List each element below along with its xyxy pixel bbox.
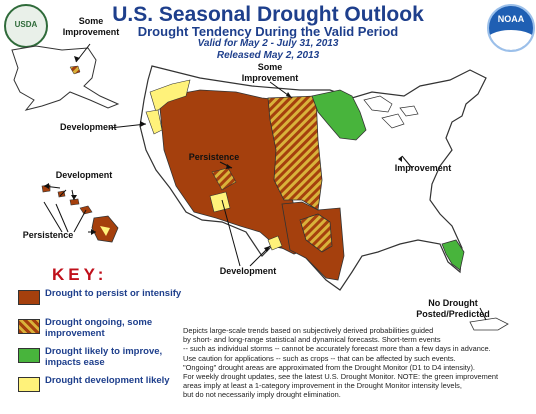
key-label-ongoing: Drought ongoing, some improvement <box>45 317 153 339</box>
noaa-logo: NOAA <box>487 4 535 52</box>
note-line: "Ongoing" drought areas are approximated… <box>183 362 475 372</box>
label-west-development: Development <box>60 122 117 132</box>
label-alaska-some-improvement: Some Improvement <box>62 16 120 37</box>
key-swatch-development <box>18 377 40 392</box>
valid-period: Valid for May 2 - July 31, 2013 <box>197 38 339 49</box>
note-line: For weekly drought updates, see the late… <box>183 372 499 382</box>
note-line: but do not necessarily imply drought eli… <box>183 390 341 400</box>
label-west-persistence: Persistence <box>188 152 240 162</box>
key-swatch-persist <box>18 290 40 305</box>
alaska-landmass <box>11 45 120 111</box>
key-item-ongoing: Drought ongoing, some improvement <box>18 317 193 343</box>
disclaimer-notes: Depicts large-scale trends based on subj… <box>183 326 535 400</box>
key-label-development: Drought development likely <box>45 375 170 386</box>
note-line: Depicts large-scale trends based on subj… <box>183 326 434 335</box>
key-item-improve: Drought likely to improve, impacts ease <box>18 346 193 372</box>
southwest-ongoing-improvement <box>211 167 237 191</box>
note-line: by short- and long-range statistical and… <box>183 335 441 345</box>
midwest-improvement <box>311 89 367 141</box>
release-date: Released May 2, 2013 <box>216 50 320 61</box>
map-title: U.S. Seasonal Drought Outlook <box>112 3 424 26</box>
key-label-improve: Drought likely to improve, impacts ease <box>45 346 163 368</box>
west-coast-development <box>145 109 163 135</box>
usda-logo: USDA <box>4 4 48 48</box>
map-subtitle: Drought Tendency During the Valid Period <box>137 24 399 39</box>
label-puerto-rico: No Drought Posted/Predicted <box>416 298 490 319</box>
southwest-development <box>209 191 231 213</box>
alaska-improvement-area <box>69 65 81 75</box>
key-title: KEY: <box>52 265 108 284</box>
note-line: areas imply at least a 1-category improv… <box>183 381 462 391</box>
southern-development <box>267 235 283 251</box>
note-line: Use caution for applications -- such as … <box>183 353 456 363</box>
arrow-heads <box>44 56 402 252</box>
label-south-development: Development <box>219 266 277 276</box>
key-swatch-ongoing <box>18 319 40 334</box>
key-label-persist: Drought to persist or intensify <box>45 288 182 299</box>
florida-improvement <box>441 239 465 271</box>
label-east-improvement: Improvement <box>394 163 452 173</box>
key-item-persist: Drought to persist or intensify <box>18 288 193 314</box>
note-line: -- such as individual storms -- cannot b… <box>183 344 491 354</box>
key-item-development: Drought development likely <box>18 375 193 401</box>
texas-ongoing-improvement <box>299 213 333 253</box>
great-lakes <box>363 95 419 129</box>
puerto-rico <box>469 317 509 331</box>
plains-ongoing-improvement <box>267 95 323 211</box>
label-hawaii-persistence: Persistence <box>22 230 74 240</box>
label-hawaii-development: Development <box>55 170 113 180</box>
label-plains-some-improvement: Some Improvement <box>241 62 299 83</box>
key-swatch-improve <box>18 348 40 363</box>
